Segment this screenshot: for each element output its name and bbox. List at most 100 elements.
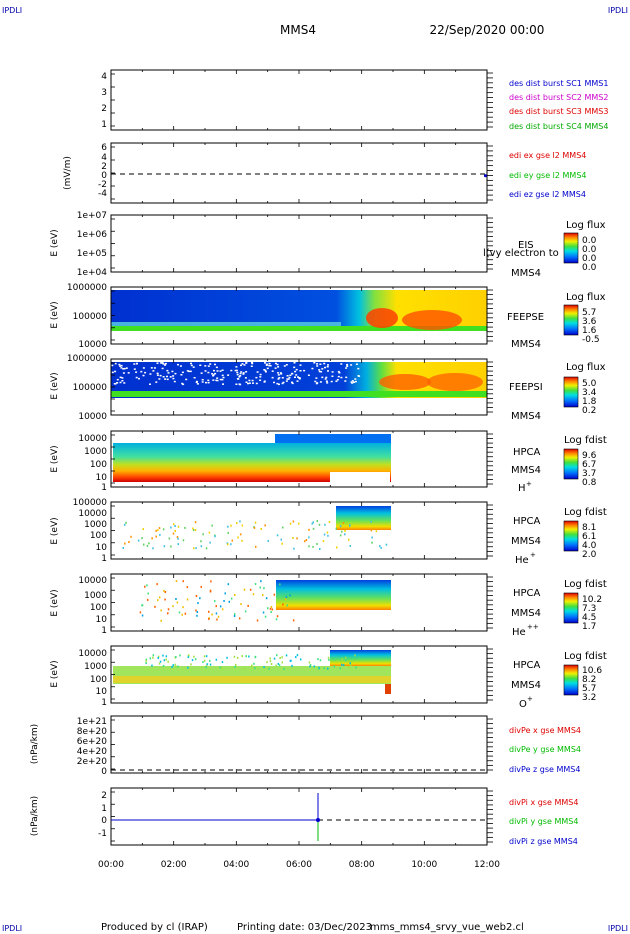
speckle-cell xyxy=(256,371,259,373)
speckle-cell xyxy=(349,544,352,547)
speckle-cell xyxy=(216,370,219,372)
speckle-cell xyxy=(345,367,348,369)
speckle-cell xyxy=(142,367,145,369)
colorbar-value: 0.0 xyxy=(582,245,597,255)
y-tick-label: 10 xyxy=(96,615,108,625)
speckle-cell xyxy=(298,522,300,525)
speckle-cell xyxy=(254,667,256,670)
spectrogram-fill xyxy=(336,506,391,530)
speckle-cell xyxy=(242,372,245,374)
speckle-cell xyxy=(151,664,153,667)
speckle-cell xyxy=(205,381,207,384)
speckle-cell xyxy=(264,362,266,364)
y-tick-label: 1e+07 xyxy=(77,211,107,221)
speckle-cell xyxy=(323,362,326,365)
y-tick-label: 10 xyxy=(96,543,108,553)
y-tick-label: 1000 xyxy=(84,520,107,530)
speckle-cell xyxy=(163,545,166,548)
y-tick-label: 100 xyxy=(90,531,107,541)
speckle-cell xyxy=(204,370,207,372)
speckle-cell xyxy=(264,369,267,372)
speckle-cell xyxy=(140,370,143,373)
y-tick-label: 100 xyxy=(90,460,107,470)
speckle-cell xyxy=(177,543,179,546)
speckle-cell xyxy=(136,363,138,365)
speckle-cell xyxy=(191,659,194,662)
speckle-cell xyxy=(277,374,280,376)
speckle-cell xyxy=(327,370,329,372)
speckle-cell xyxy=(239,520,241,523)
speckle-cell xyxy=(269,660,272,663)
speckle-cell xyxy=(209,663,212,666)
speckle-cell xyxy=(234,594,236,596)
y-tick-label: 6e+20 xyxy=(77,737,108,747)
speckle-cell xyxy=(319,659,322,662)
x-tick-label: 12:00 xyxy=(474,860,500,870)
colorbar-title: Log fdist xyxy=(564,651,607,662)
speckle-cell xyxy=(265,363,268,365)
speckle-cell xyxy=(296,380,299,382)
y-tick-label: 1 xyxy=(101,483,107,493)
speckle-cell xyxy=(260,580,262,583)
speckle-cell xyxy=(309,665,311,668)
speckle-cell xyxy=(221,369,224,371)
colorbar-value: 8.2 xyxy=(582,675,596,685)
speckle-cell xyxy=(216,377,219,379)
colorbar-value: 3.4 xyxy=(582,388,597,398)
speckle-cell xyxy=(240,371,243,373)
speckle-cell xyxy=(165,658,167,661)
speckle-cell xyxy=(177,525,180,528)
speckle-cell xyxy=(286,375,289,377)
speckle-cell xyxy=(125,521,127,524)
y-tick-label: 100000 xyxy=(73,498,108,508)
spectrogram-top-band xyxy=(330,650,391,666)
speckle-cell xyxy=(316,363,319,365)
speckle-cell xyxy=(323,667,325,670)
speckle-cell xyxy=(260,528,262,530)
speckle-cell xyxy=(344,656,347,659)
speckle-cell xyxy=(281,656,283,659)
colorbar-value: 3.6 xyxy=(582,317,597,327)
speckle-cell xyxy=(255,545,257,548)
speckle-cell xyxy=(298,377,301,379)
speckle-cell xyxy=(236,371,239,374)
speckle-cell xyxy=(280,538,282,541)
speckle-cell xyxy=(326,531,329,534)
speckle-cell xyxy=(171,665,173,668)
speckle-cell xyxy=(265,597,268,600)
species-charge: + xyxy=(526,480,532,488)
speckle-cell xyxy=(227,583,230,586)
speckle-cell xyxy=(274,367,277,369)
speckle-cell xyxy=(190,362,192,365)
speckle-cell xyxy=(271,608,274,611)
colorbar-title: Log flux xyxy=(566,220,606,231)
species-charge: + xyxy=(530,551,536,559)
y-tick-label: 1000000 xyxy=(67,354,107,364)
speckle-cell xyxy=(211,613,213,616)
speckle-cell xyxy=(141,614,144,617)
colorbar-value: 9.6 xyxy=(582,451,597,461)
legend-entry: divPe y gse MMS4 xyxy=(509,745,581,754)
speckle-cell xyxy=(244,610,247,613)
speckle-cell xyxy=(371,536,373,539)
y-tick-label: 1e+05 xyxy=(77,249,107,259)
speckle-cell xyxy=(152,370,155,372)
speckle-cell xyxy=(205,666,207,669)
speckle-cell xyxy=(340,376,343,379)
speckle-cell xyxy=(271,376,274,379)
speckle-cell xyxy=(292,537,294,539)
date-title: 22/Sep/2020 00:00 xyxy=(430,23,545,37)
panel-frame xyxy=(110,142,488,204)
speckle-cell xyxy=(173,523,175,526)
speckle-cell xyxy=(143,543,145,546)
colorbar-value: 0.2 xyxy=(582,406,596,416)
speckle-cell xyxy=(289,522,292,525)
y-tick-label: 100000 xyxy=(73,383,108,393)
speckle-cell xyxy=(281,382,284,385)
speckle-cell xyxy=(123,367,126,370)
speckle-cell xyxy=(247,382,249,385)
speckle-cell xyxy=(194,529,197,532)
speckle-cell xyxy=(161,367,164,370)
spectrogram-low-band xyxy=(113,676,391,683)
